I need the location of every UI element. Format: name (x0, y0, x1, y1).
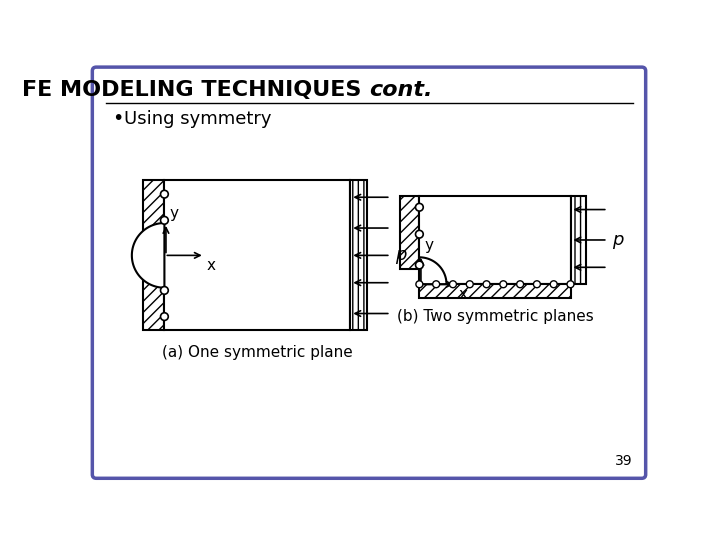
Bar (351, 180, 367, 330)
Bar (419, 284, 570, 298)
Polygon shape (132, 223, 164, 288)
Text: •: • (112, 109, 123, 128)
Bar (419, 195, 570, 284)
Text: 39: 39 (615, 454, 632, 468)
Text: Using symmetry: Using symmetry (124, 110, 271, 127)
Text: FE MODELING TECHNIQUES: FE MODELING TECHNIQUES (22, 80, 369, 100)
Text: x: x (459, 287, 468, 301)
Circle shape (415, 231, 423, 238)
Circle shape (415, 204, 423, 211)
Bar (143, 180, 164, 330)
Circle shape (433, 281, 440, 288)
Circle shape (161, 190, 168, 198)
Text: y: y (425, 238, 433, 253)
Bar (400, 195, 419, 269)
Text: x: x (207, 259, 216, 273)
Text: (b) Two symmetric planes: (b) Two symmetric planes (397, 309, 593, 324)
Circle shape (517, 281, 523, 288)
Circle shape (161, 287, 168, 294)
Circle shape (483, 281, 490, 288)
Circle shape (467, 281, 473, 288)
Circle shape (416, 281, 423, 288)
Polygon shape (419, 257, 446, 284)
Text: y: y (170, 206, 179, 221)
Circle shape (567, 281, 574, 288)
Text: p: p (395, 246, 407, 265)
Circle shape (415, 261, 423, 269)
Circle shape (550, 281, 557, 288)
Circle shape (534, 281, 541, 288)
Circle shape (500, 281, 507, 288)
Bar (570, 195, 586, 284)
Circle shape (449, 281, 456, 288)
Text: (a) One symmetric plane: (a) One symmetric plane (162, 345, 353, 360)
Bar (164, 180, 351, 330)
FancyBboxPatch shape (92, 67, 646, 478)
Circle shape (161, 217, 168, 224)
Text: cont.: cont. (369, 80, 433, 100)
Circle shape (161, 313, 168, 320)
Text: p: p (612, 231, 624, 249)
